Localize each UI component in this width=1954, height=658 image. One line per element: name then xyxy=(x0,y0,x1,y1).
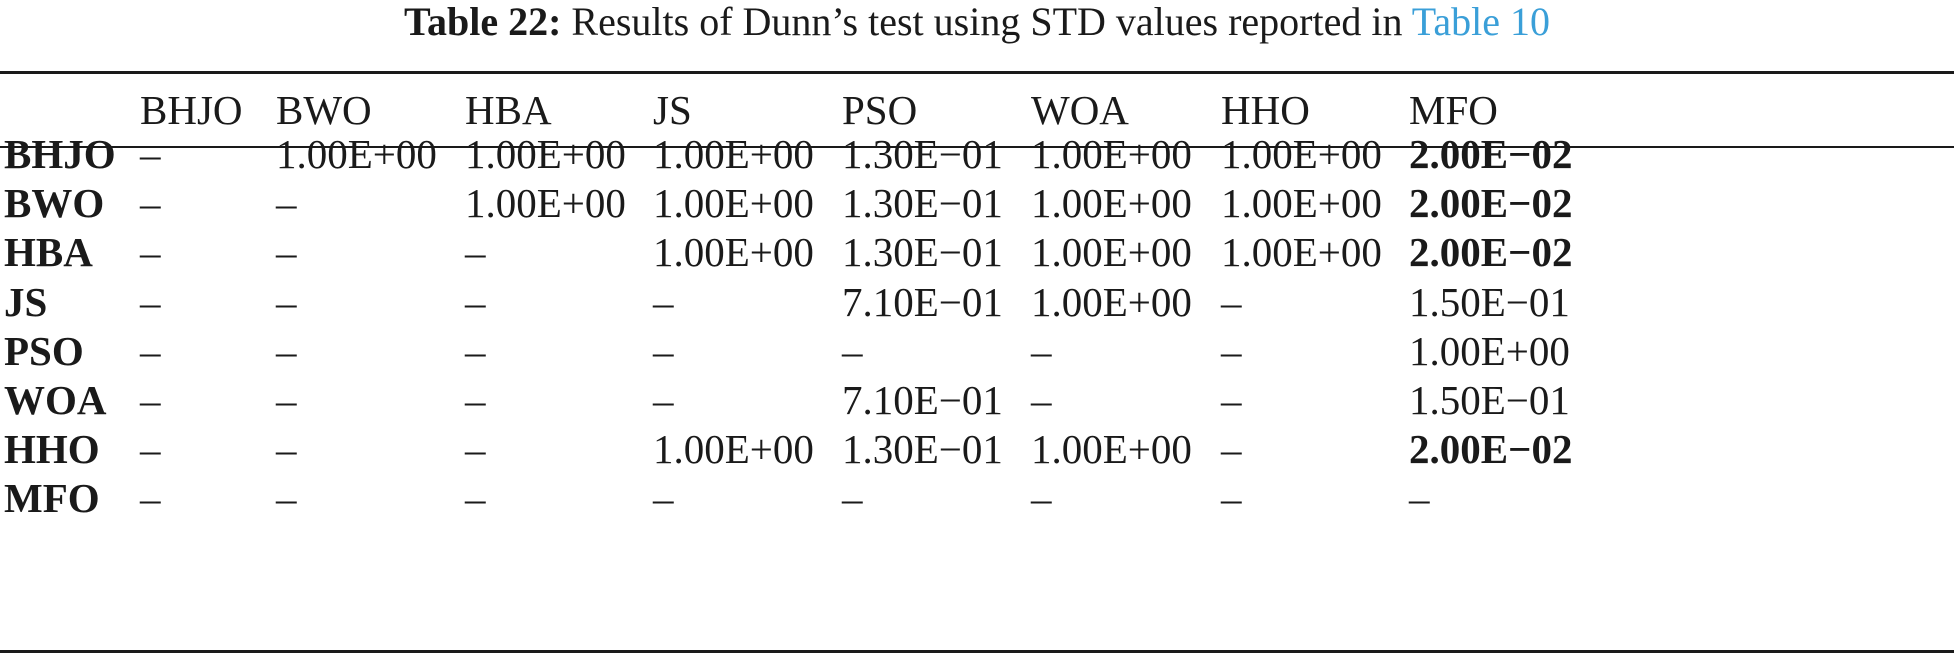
table-cell: – xyxy=(1221,475,1242,521)
table-cell: – xyxy=(465,377,486,423)
table-cell: 1.00E+00 xyxy=(1031,131,1192,177)
caption-table-link[interactable]: Table 10 xyxy=(1411,0,1551,44)
table-cell: 2.00E−02 xyxy=(1409,131,1573,177)
table-cell: – xyxy=(653,475,674,521)
row-header: JS xyxy=(4,279,48,325)
table-cell: – xyxy=(140,426,161,472)
table-cell: 1.00E+00 xyxy=(653,180,814,226)
row-header: BWO xyxy=(4,180,105,226)
table-cell: – xyxy=(276,229,297,275)
table-cell: 2.00E−02 xyxy=(1409,180,1573,226)
table-cell: – xyxy=(140,229,161,275)
table-cell: 7.10E−01 xyxy=(842,279,1003,325)
table-cell: – xyxy=(1409,475,1430,521)
table-cell: – xyxy=(140,377,161,423)
table-cell: – xyxy=(276,426,297,472)
row-header: HBA xyxy=(4,229,93,275)
table-cell: 1.00E+00 xyxy=(653,131,814,177)
table-cell: – xyxy=(653,377,674,423)
table-cell: – xyxy=(1221,377,1242,423)
table-cell: – xyxy=(1221,426,1242,472)
table-cell: – xyxy=(842,328,863,374)
table-cell: 1.00E+00 xyxy=(465,180,626,226)
table-cell: 1.00E+00 xyxy=(1221,180,1382,226)
table-cell: 1.30E−01 xyxy=(842,426,1003,472)
table-cell: 1.50E−01 xyxy=(1409,279,1570,325)
table-cell: – xyxy=(140,279,161,325)
column-header: WOA xyxy=(1031,87,1129,133)
table-cell: – xyxy=(276,279,297,325)
table-cell: 1.00E+00 xyxy=(276,131,437,177)
table-cell: – xyxy=(465,475,486,521)
table-cell: – xyxy=(1031,328,1052,374)
table-cell: – xyxy=(1221,279,1242,325)
table-cell: 1.50E−01 xyxy=(1409,377,1570,423)
table-cell: – xyxy=(276,328,297,374)
bottom-rule xyxy=(0,650,1954,653)
table-cell: – xyxy=(465,229,486,275)
table-cell: – xyxy=(1031,377,1052,423)
table-cell: 1.00E+00 xyxy=(653,426,814,472)
table-cell: – xyxy=(276,180,297,226)
table-cell: – xyxy=(276,377,297,423)
table-cell: – xyxy=(653,279,674,325)
header-rule xyxy=(0,146,1954,148)
table-cell: – xyxy=(465,328,486,374)
caption-label: Table 22: xyxy=(403,0,562,44)
table-cell: 2.00E−02 xyxy=(1409,426,1573,472)
table-cell: 2.00E−02 xyxy=(1409,229,1573,275)
table-cell: – xyxy=(465,426,486,472)
column-header: BWO xyxy=(276,87,372,133)
table-cell: 1.00E+00 xyxy=(1031,426,1192,472)
column-header: PSO xyxy=(842,87,918,133)
table-cell: 7.10E−01 xyxy=(842,377,1003,423)
table-cell: 1.00E+00 xyxy=(1221,131,1382,177)
table-cell: – xyxy=(276,475,297,521)
table-cell: 1.00E+00 xyxy=(465,131,626,177)
column-header: MFO xyxy=(1409,87,1498,133)
table-cell: 1.00E+00 xyxy=(653,229,814,275)
table-cell: 1.30E−01 xyxy=(842,229,1003,275)
row-header: PSO xyxy=(4,328,84,374)
table-cell: 1.30E−01 xyxy=(842,180,1003,226)
table-cell: 1.00E+00 xyxy=(1031,180,1192,226)
table-cell: – xyxy=(140,131,161,177)
top-rule xyxy=(0,71,1954,74)
table-cell: 1.00E+00 xyxy=(1031,279,1192,325)
table-cell: 1.00E+00 xyxy=(1409,328,1570,374)
row-header: HHO xyxy=(4,426,100,472)
column-header: HHO xyxy=(1221,87,1310,133)
table-cell: – xyxy=(140,475,161,521)
table-cell: 1.30E−01 xyxy=(842,131,1003,177)
table-cell: – xyxy=(140,328,161,374)
table-cell: – xyxy=(1221,328,1242,374)
table-cell: – xyxy=(465,279,486,325)
column-header: BHJO xyxy=(140,87,243,133)
table-cell: 1.00E+00 xyxy=(1031,229,1192,275)
row-header: BHJO xyxy=(4,131,116,177)
column-header: HBA xyxy=(465,87,552,133)
table-cell: 1.00E+00 xyxy=(1221,229,1382,275)
caption-text: Results of Dunn’s test using STD values … xyxy=(571,0,1403,44)
table-cell: – xyxy=(140,180,161,226)
column-header: JS xyxy=(653,87,692,133)
row-header: WOA xyxy=(4,377,107,423)
table-cell: – xyxy=(1031,475,1052,521)
row-header: MFO xyxy=(4,475,100,521)
table-caption: Table 22: Results of Dunn’s test using S… xyxy=(0,0,1954,56)
table-cell: – xyxy=(653,328,674,374)
table-cell: – xyxy=(842,475,863,521)
